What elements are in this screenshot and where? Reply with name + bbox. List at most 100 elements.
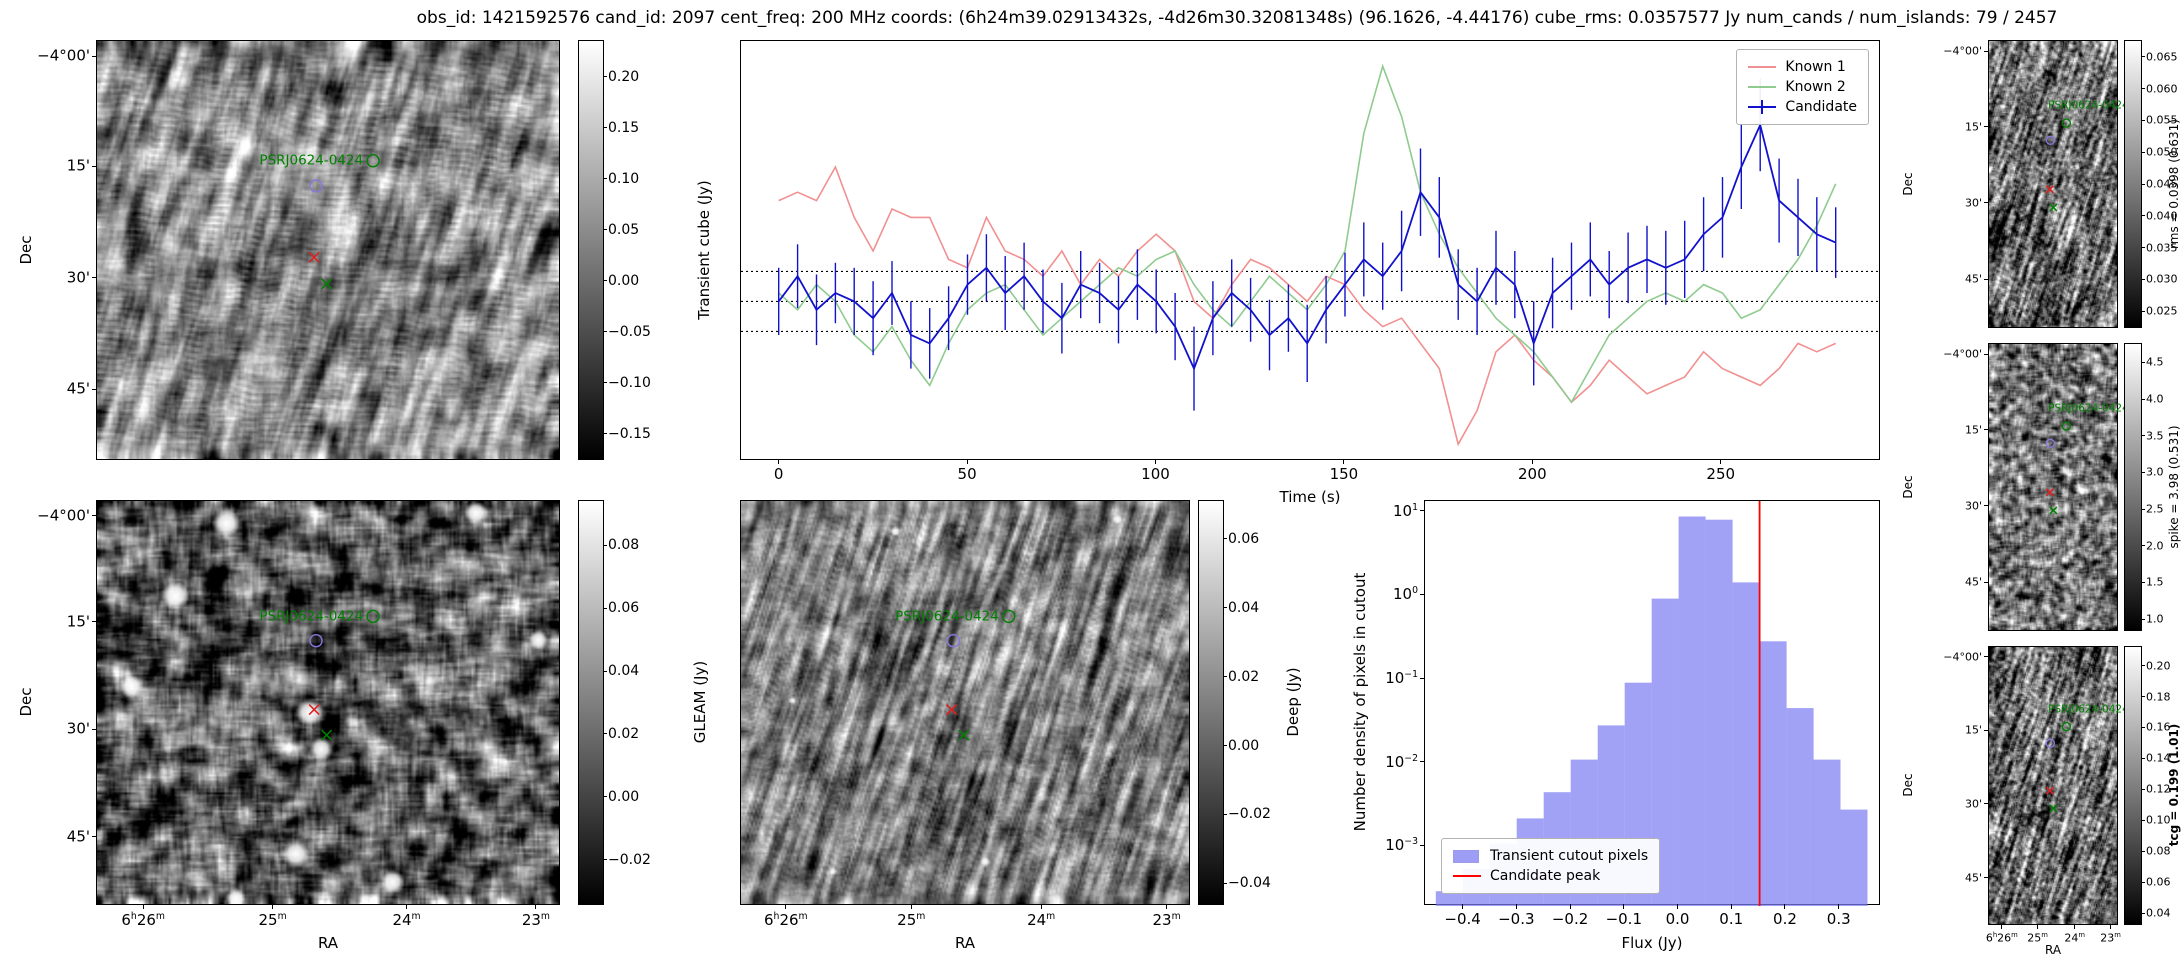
- dec-tick-label: −4°00': [37, 46, 90, 65]
- y-tick-label: 10−2: [1385, 752, 1418, 771]
- dec-tick-mark: [92, 836, 97, 838]
- dec-tick-mark: [1984, 877, 1989, 879]
- lightcurve-plot: [741, 63, 1881, 447]
- x-tick-mark: [778, 459, 780, 464]
- colorbar-tick-mark: [2141, 247, 2145, 249]
- colorbar-tick-mark: [2141, 881, 2145, 883]
- deep-cutout-panel: PSRJ0624-0424 6h26m 25m 24m 23m: [740, 500, 1190, 928]
- x-tick-label: −0.3: [1498, 910, 1535, 928]
- dec-tick-label: 30': [66, 268, 90, 287]
- colorbar-tick-mark: [603, 544, 607, 546]
- hist-bar: [1813, 759, 1841, 906]
- dec-tick-label: 15': [1964, 723, 1982, 737]
- dec-tick-label: 45': [66, 827, 90, 846]
- colorbar-tick-label: 3.0: [2146, 465, 2164, 479]
- candidate-legend-sample: [1748, 100, 1777, 114]
- colorbar-tick-label: 0.08: [608, 537, 640, 554]
- x-tick-mark: [1784, 904, 1786, 909]
- dec-tick-mark: [1984, 581, 1989, 583]
- ra-tick-mark: [785, 904, 787, 909]
- dec-tick-label: 45': [66, 379, 90, 398]
- colorbar-tick-mark: [2141, 850, 2145, 852]
- dec-axis-label: Dec: [1901, 773, 1915, 797]
- dec-axis-label: Dec: [1901, 172, 1915, 196]
- candidate-line: [777, 122, 1837, 371]
- hist-bar: [1705, 519, 1733, 906]
- marker-overlay: PSRJ0624-0424: [259, 608, 380, 741]
- colorbar-tick-label: 0.04: [1228, 599, 1260, 616]
- known-source-x-marker: [2049, 203, 2058, 212]
- ra-tick-label: 25m: [258, 911, 287, 929]
- gleam-cutout-panel: PSRJ0624-0424 −4°00' 15' 30' 45' 6h26m 25m 24m 2…: [37, 500, 560, 928]
- colorbar-tick-label: 0.04: [2146, 906, 2171, 920]
- dec-axis-label: Dec: [17, 687, 35, 717]
- dec-tick-mark: [92, 55, 97, 57]
- ra-tick-mark: [1040, 904, 1042, 909]
- colorbar-tick-label: −0.10: [608, 374, 651, 391]
- colorbar-tick-label: 0.10: [608, 170, 640, 187]
- colorbar-tick-mark: [603, 178, 607, 180]
- x-tick-mark: [1343, 459, 1345, 464]
- ra-tick-mark: [2074, 924, 2076, 929]
- colorbar-tick-label: 0.12: [2146, 782, 2171, 796]
- legend-item: Known 1: [1748, 57, 1857, 77]
- colorbar-tick-mark: [2141, 508, 2145, 510]
- x-tick-mark: [1462, 904, 1464, 909]
- histogram-legend: Transient cutout pixels Candidate peak: [1441, 838, 1661, 894]
- colorbar-tick-label: 2.0: [2146, 539, 2164, 553]
- spike-colorbar: 4.5 4.0 3.5 3.0 2.5 2.0 1.5 1.0: [2124, 343, 2164, 631]
- lightcurve-legend: Known 1 Known 2 Candidate: [1736, 49, 1869, 125]
- hist-bar: [1840, 809, 1868, 906]
- x-tick-mark: [1730, 904, 1732, 909]
- colorbar-tick-mark: [2141, 361, 2145, 363]
- sky-image: [97, 41, 559, 459]
- colorbar-tick-mark: [2141, 726, 2145, 728]
- colorbar-tick-mark: [1223, 607, 1227, 609]
- psr-name-label: PSRJ0624-0424: [895, 608, 999, 624]
- marker-overlay: PSRJ0624-0424: [2045, 704, 2129, 813]
- colorbar-tick-label: 0.06: [608, 600, 640, 617]
- x-tick-mark: [966, 459, 968, 464]
- unknown-circle-marker: [309, 634, 323, 648]
- sky-image: [97, 501, 559, 904]
- known-source-x-marker: [321, 278, 333, 290]
- hist-bar: [1435, 891, 1463, 906]
- dec-tick-label: 45': [1964, 871, 1982, 885]
- colorbar-tick-mark: [2141, 618, 2145, 620]
- colorbar-tick-mark: [603, 76, 607, 78]
- colorbar-tick-label: 0.025: [2146, 304, 2178, 318]
- ra-tick-label: 25m: [2027, 931, 2048, 945]
- candidate-x-marker: [946, 704, 958, 716]
- dec-tick-mark: [92, 165, 97, 167]
- colorbar-tick-mark: [603, 280, 607, 282]
- colorbar-tick-mark: [603, 331, 607, 333]
- colorbar-tick-label: 4.5: [2146, 355, 2164, 369]
- legend-item: Known 2: [1748, 77, 1857, 97]
- rms-colorbar: 0.065 0.060 0.055 0.050 0.045 0.040 0.035 0.030…: [2124, 40, 2178, 328]
- colorbar-tick-label: 0.00: [608, 272, 640, 289]
- colorbar-tick-mark: [2141, 471, 2145, 473]
- x-tick-label: 200: [1517, 465, 1547, 483]
- legend-label: Candidate peak: [1490, 868, 1601, 884]
- colorbar-tick-label: 0.18: [2146, 690, 2171, 704]
- histogram-y-axis-label: Number density of pixels in cutout: [1351, 572, 1369, 832]
- colorbar-tick-mark: [603, 670, 607, 672]
- sky-image: [741, 501, 1189, 904]
- colorbar-tick-label: 0.060: [2146, 82, 2178, 96]
- x-tick-label: 0: [773, 465, 784, 483]
- gleam-colorbar-label: GLEAM (Jy): [691, 660, 709, 744]
- dec-tick-label: 30': [1964, 196, 1982, 210]
- colorbar-tick-mark: [1223, 538, 1227, 540]
- colorbar-tick-label: 0.05: [608, 221, 640, 238]
- ra-tick-mark: [272, 904, 274, 909]
- hist-bar: [1678, 516, 1706, 906]
- psr-name-label: PSRJ0624-0424: [259, 153, 363, 169]
- legend-label: Known 2: [1785, 79, 1846, 95]
- x-tick-label: 50: [957, 465, 977, 483]
- colorbar-tick-label: 0.050: [2146, 145, 2178, 159]
- x-tick-mark: [1838, 904, 1840, 909]
- y-tick-label: 100: [1392, 585, 1418, 604]
- dec-tick-label: −4°00': [1943, 650, 1982, 664]
- legend-item: Candidate peak: [1453, 866, 1648, 886]
